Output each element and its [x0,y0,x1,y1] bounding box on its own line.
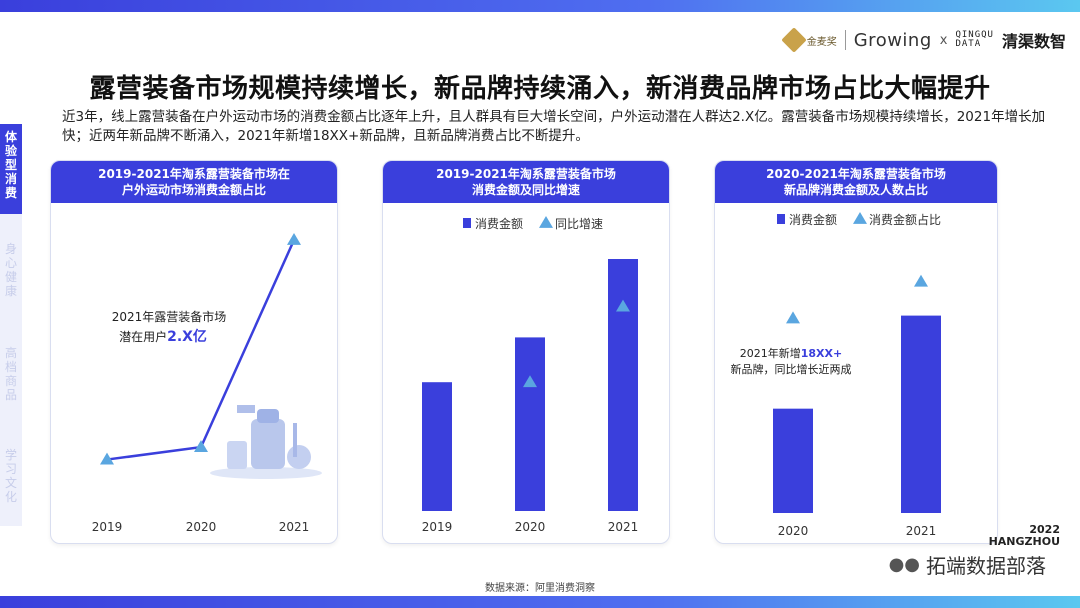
camping-gear-illustration [210,405,322,479]
chart-1-point-2020 [194,440,208,453]
chart-1-xtick: 2019 [92,520,123,534]
chart-3-annotation-line2: 新品牌，同比增长近两成 [731,362,852,376]
chart-1-annotation-line2: 潜在用户2.X亿 [119,328,207,345]
chart-1-title-line2: 户外运动市场消费金额占比 [121,183,266,197]
chart-2-header: 2019-2021年淘系露营装备市场 消费金额及同比增速 [383,161,669,203]
chart-3-header: 2020-2021年淘系露营装备市场 新品牌消费金额及人数占比 [715,161,997,203]
chart-3-annotation-line1: 2021年新增18XX+ [740,346,843,360]
legend-marker-label: 消费金额占比 [869,212,941,227]
qingqu-logo-cn: 清渠数智 [1001,32,1066,51]
jmj-logo-text: 金麦奖 [806,36,837,48]
chart-3-xtick: 2021 [906,524,937,538]
side-nav-item-2[interactable]: 身心健康 [4,242,17,298]
side-nav-item-4[interactable]: 学习文化 [4,448,17,504]
chart-3-annotation-highlight: 18XX+ [801,347,843,360]
page-description: 近3年，线上露营装备在户外运动市场的消费金额占比逐年上升，且人群具有巨大增长空间… [62,109,1046,144]
chart-2-svg: 消费金额 同比增速 2019 2020 2021 [422,216,639,534]
chart-1-xtick: 2020 [186,520,217,534]
logo-cross: x [939,32,948,48]
logo-divider [844,30,846,50]
legend-bar-label: 消费金额 [475,216,523,231]
chart-2-xtick: 2021 [608,520,639,534]
chart-2-xtick: 2019 [422,520,453,534]
page-title: 露营装备市场规模持续增长，新品牌持续涌入，新消费品牌市场占比大幅提升 [89,74,991,104]
chart-2-marker-2021 [616,299,630,312]
chart-3-bar-2021 [901,315,941,513]
chart-2-title-line1: 2019-2021年淘系露营装备市场 [436,167,616,181]
legend-bar-swatch [463,218,471,228]
wechat-icon: ●● [888,554,920,575]
chart-2-marker-2020 [523,375,537,388]
chart-2-xtick: 2020 [515,520,546,534]
chart-panel-1: 2019-2021年淘系露营装备市场在 户外运动市场消费金额占比 2019 202… [50,160,338,544]
legend-bar-swatch [777,214,785,224]
top-accent-bar [0,0,1080,12]
jmj-logo: 金麦奖 [781,27,837,53]
chart-1-header: 2019-2021年淘系露营装备市场在 户外运动市场消费金额占比 [51,161,337,203]
chart-2-bar-2020 [515,337,545,511]
chart-1-annotation-prefix: 潜在用户 [119,329,167,344]
chart-1-annotation-highlight: 2.X亿 [167,328,207,345]
chart-2-bar-2021 [608,259,638,511]
chart-1-point-2019 [100,452,114,465]
chart-3-xtick: 2020 [778,524,809,538]
chart-3-title-line1: 2020-2021年淘系露营装备市场 [766,167,946,181]
jmj-logo-icon [781,27,807,53]
chart-3-marker-2021 [914,274,928,287]
watermark-text: 拓端数据部落 [926,554,1046,578]
growing-logo: Growing [853,29,932,51]
badge-city: HANGZHOU [988,535,1060,548]
chart-3-title-line2: 新品牌消费金额及人数占比 [783,183,928,197]
qingqu-logo-line2: DATA [955,39,982,49]
hangzhou-badge: 2022 HANGZHOU [989,524,1060,548]
legend-marker-label: 同比增速 [555,217,603,231]
chart-3-bar-2020 [773,408,813,513]
chart-1-point-2021 [287,233,301,245]
legend-marker-swatch [539,216,553,228]
side-nav-item-1[interactable]: 体验型消费 [0,124,22,214]
side-nav: 体验型消费身心健康高档商品学习文化 [0,124,22,526]
chart-3-marker-2020 [786,311,800,324]
chart-panel-3: 2020-2021年淘系露营装备市场 新品牌消费金额及人数占比 消费金额 消费金额… [714,160,998,544]
chart-3-annotation-prefix: 2021年新增 [740,346,801,360]
chart-3-svg: 消费金额 消费金额占比 2020 2021 2021年新增18XX+ 新品牌，同比增长近两… [731,212,941,538]
side-nav-item-3[interactable]: 高档商品 [4,346,17,402]
qingqu-logo-en: QINGQU DATA [955,31,994,49]
legend-bar-label: 消费金额 [789,212,837,227]
badge-year: 2022 [1029,523,1060,536]
chart-2-title-line2: 消费金额及同比增速 [471,183,580,197]
qingqu-logo-line1: QINGQU [955,30,994,40]
partner-logos: 金麦奖 Growing x QINGQU DATA 清渠数智 [781,26,1066,54]
chart-1-xtick: 2021 [279,520,310,534]
bottom-accent-bar [0,596,1080,608]
chart-panel-2: 2019-2021年淘系露营装备市场 消费金额及同比增速 消费金额 同比增速 201… [382,160,670,544]
chart-2-bar-2019 [422,382,452,511]
data-source: 数据来源：阿里消费洞察 [485,583,595,594]
chart-1-annotation-line1: 2021年露营装备市场 [112,309,227,324]
legend-marker-swatch [853,212,867,224]
chart-1-title-line1: 2019-2021年淘系露营装备市场在 [98,167,290,181]
watermark: ●● 拓端数据部落 [889,550,1046,579]
